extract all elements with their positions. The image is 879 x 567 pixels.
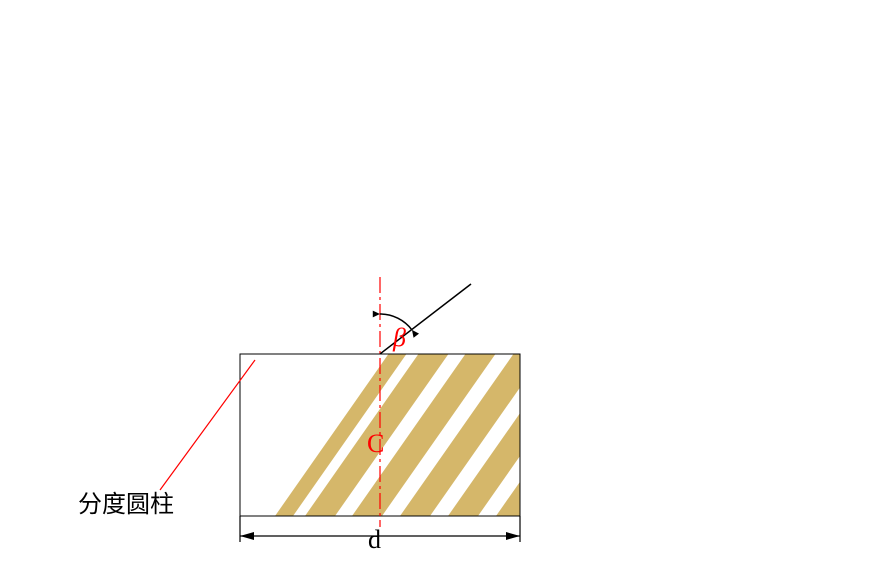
gear-tooth — [544, 354, 687, 516]
dim-arrow — [240, 532, 254, 540]
diagram-root: { "canvas": { "width": 879, "height": 56… — [0, 0, 879, 567]
gear-tooth — [592, 354, 723, 516]
angle-arc-arrow — [412, 330, 419, 338]
label-beta: β — [392, 323, 406, 352]
label-d: d — [368, 525, 381, 554]
angle-arc-arrow — [373, 311, 380, 318]
label-pitch_cyl: 分度圆柱 — [78, 491, 174, 518]
dim-arrow — [506, 532, 520, 540]
label-center: C — [367, 429, 384, 458]
diagram-svg: β Cd 分度圆柱 — [0, 0, 879, 567]
